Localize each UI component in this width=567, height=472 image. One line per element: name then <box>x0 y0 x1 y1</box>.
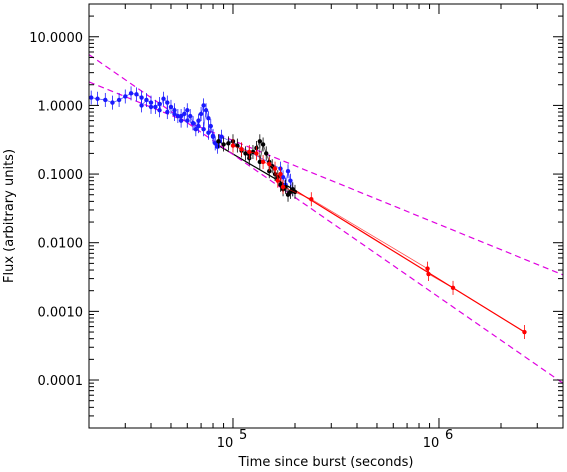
blue-data-point <box>153 104 158 110</box>
black-data-point <box>221 142 226 147</box>
blue-data-point <box>123 94 128 99</box>
blue-data-point <box>172 111 177 117</box>
blue-data-point <box>201 103 206 108</box>
y-tick-label: 0.1000 <box>38 168 84 183</box>
blue-data-point <box>161 96 166 101</box>
x-tick-label: 10 <box>423 436 440 451</box>
blue-data-point <box>182 111 187 117</box>
blue-data-point <box>95 96 100 101</box>
plot-area <box>89 54 563 384</box>
black-data-point <box>267 169 272 174</box>
blue-data-point <box>178 113 184 119</box>
ticks-layer <box>88 3 564 429</box>
red-data-point <box>275 178 280 183</box>
blue-data-point <box>208 123 213 129</box>
blue-data-point <box>116 97 122 103</box>
blue-data-point <box>103 97 108 103</box>
y-tick-label: 0.0100 <box>38 237 84 252</box>
blue-data-point <box>201 127 206 132</box>
x-axis-title: Time since burst (seconds) <box>238 455 414 470</box>
tick-labels-layer: 10.0000 1.0000 0.1000 0.0100 0.0010 0.0001 10 5… <box>29 31 453 451</box>
black-data-point <box>243 151 248 156</box>
blue-data-point <box>89 95 94 100</box>
x-tick-label-exponent: 6 <box>445 428 453 443</box>
blue-data-point <box>165 109 170 115</box>
blue-data-point <box>206 116 211 121</box>
blue-data-point <box>165 100 170 105</box>
blue-data-point <box>219 134 224 139</box>
y-tick-label: 1.0000 <box>38 99 84 114</box>
black-data-point <box>264 151 269 156</box>
red-data-point <box>522 329 527 335</box>
y-tick-label: 0.0001 <box>38 374 84 389</box>
blue-data-point <box>168 104 174 110</box>
y-tick-label: 10.0000 <box>29 31 83 46</box>
blue-data-point <box>110 100 115 105</box>
points-layer <box>89 86 527 340</box>
blue-data-point <box>210 133 216 139</box>
blue-data-point <box>213 141 218 146</box>
blue-data-point <box>206 130 211 135</box>
blue-data-point <box>196 123 201 129</box>
red-data-point <box>278 171 283 177</box>
blue-data-point <box>190 121 196 126</box>
dashed-model-line <box>89 54 563 384</box>
blue-data-point <box>193 127 199 132</box>
blue-data-point <box>139 95 144 100</box>
blue-data-point <box>288 178 293 183</box>
red-data-point <box>425 266 430 271</box>
x-tick-label: 10 <box>217 436 234 451</box>
black-data-point <box>216 139 221 144</box>
red-data-point <box>267 161 272 167</box>
blue-data-point <box>175 113 181 119</box>
black-data-point <box>257 159 263 165</box>
red-data-point <box>450 285 456 291</box>
blue-data-point <box>188 113 193 119</box>
blue-data-point <box>203 108 209 113</box>
blue-data-point <box>185 118 190 123</box>
red-data-point <box>426 271 431 277</box>
blue-data-point <box>285 169 291 174</box>
red-data-point <box>254 151 259 156</box>
blue-data-point <box>148 104 154 110</box>
blue-data-point <box>157 108 162 113</box>
red-data-point <box>239 147 244 152</box>
blue-data-point <box>128 91 134 96</box>
red-data-point <box>230 143 236 148</box>
black-data-point <box>257 139 263 144</box>
red-data-point <box>260 159 266 165</box>
red-data-point <box>309 197 314 202</box>
black-data-point <box>260 142 266 147</box>
fit-line <box>212 141 296 191</box>
black-data-point <box>226 141 231 146</box>
blue-data-point <box>139 103 144 108</box>
blue-data-point <box>215 144 220 149</box>
blue-data-point <box>144 97 149 103</box>
x-tick-label-exponent: 5 <box>239 428 247 443</box>
blue-data-point <box>134 92 139 97</box>
blue-data-point <box>280 175 286 180</box>
y-tick-label: 0.0010 <box>38 305 84 320</box>
plot-frame <box>88 3 564 429</box>
red-data-point <box>272 166 278 171</box>
red-data-point <box>280 184 286 190</box>
blue-data-point <box>198 111 204 117</box>
blue-data-point <box>185 108 190 113</box>
red-data-point <box>247 149 252 155</box>
y-axis-title: Flux (arbitrary units) <box>2 149 17 283</box>
